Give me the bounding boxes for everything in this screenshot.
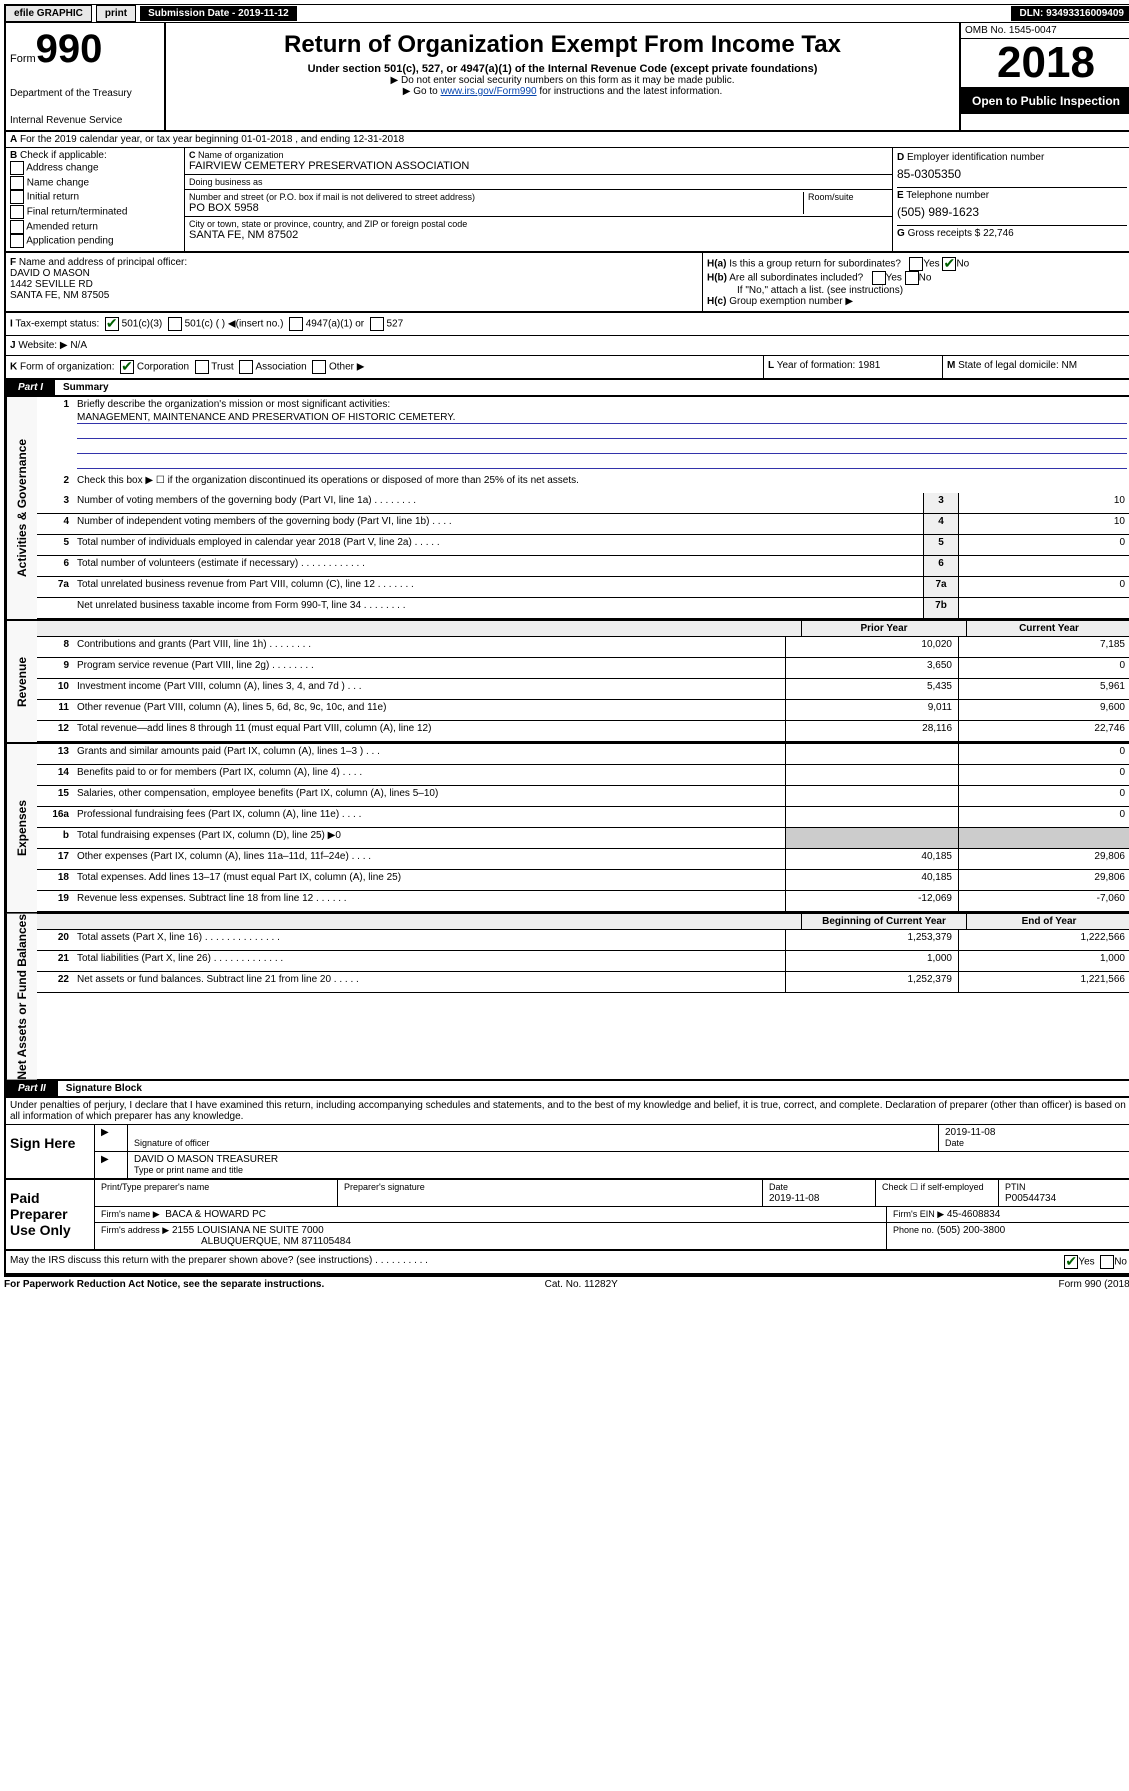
chk-final-return[interactable]: Final return/terminated: [10, 205, 180, 220]
tax-year: 2018: [961, 39, 1129, 88]
chk-name-change[interactable]: Name change: [10, 176, 180, 191]
print-button[interactable]: print: [96, 5, 136, 22]
discuss-yes-checkbox[interactable]: [1064, 1255, 1078, 1269]
form-subtitle: Under section 501(c), 527, or 4947(a)(1)…: [176, 63, 949, 75]
omb-number: OMB No. 1545-0047: [961, 23, 1129, 39]
line-a-tax-year: A For the 2019 calendar year, or tax yea…: [4, 132, 1129, 148]
website-row: J Website: ▶ N/A: [4, 336, 1129, 356]
summary-line: 14Benefits paid to or for members (Part …: [37, 765, 1129, 786]
ptin: P00544734: [1005, 1193, 1056, 1204]
summary-line: 7aTotal unrelated business revenue from …: [37, 577, 1129, 598]
city-state-zip: SANTA FE, NM 87502: [189, 229, 888, 241]
preparer-date: 2019-11-08: [769, 1193, 819, 1204]
form990-link[interactable]: www.irs.gov/Form990: [440, 86, 536, 97]
summary-line: Net unrelated business taxable income fr…: [37, 598, 1129, 619]
check-if-applicable: Check if applicable:: [20, 150, 107, 161]
dept-treasury: Department of the Treasury: [10, 88, 160, 99]
summary-line: 18Total expenses. Add lines 13–17 (must …: [37, 870, 1129, 891]
firm-ein: 45-4608834: [947, 1209, 1000, 1220]
firm-phone: (505) 200-3800: [937, 1225, 1005, 1236]
chk-initial-return[interactable]: Initial return: [10, 190, 180, 205]
summary-line: 6Total number of volunteers (estimate if…: [37, 556, 1129, 577]
telephone: (505) 989-1623: [897, 201, 1127, 223]
dln: DLN: 93493316009409: [1011, 6, 1129, 21]
side-net-assets: Net Assets or Fund Balances: [6, 914, 37, 1080]
col-boy: Beginning of Current Year: [801, 914, 966, 929]
officer-addr2: SANTA FE, NM 87505: [10, 290, 698, 301]
sign-date: 2019-11-08: [945, 1127, 995, 1138]
col-current-year: Current Year: [966, 621, 1129, 636]
f-h-row: F Name and address of principal officer:…: [4, 253, 1129, 313]
klm-row: K Form of organization: Corporation Trus…: [4, 356, 1129, 380]
firm-addr1: 2155 LOUISIANA NE SUITE 7000: [172, 1225, 324, 1236]
corp-checkbox[interactable]: [120, 360, 134, 374]
summary-line: 22Net assets or fund balances. Subtract …: [37, 972, 1129, 993]
firm-name: BACA & HOWARD PC: [165, 1209, 266, 1220]
summary-line: 9Program service revenue (Part VIII, lin…: [37, 658, 1129, 679]
summary-line: 21Total liabilities (Part X, line 26) . …: [37, 951, 1129, 972]
summary-line: 10Investment income (Part VIII, column (…: [37, 679, 1129, 700]
discuss-row: May the IRS discuss this return with the…: [4, 1251, 1129, 1275]
side-expenses: Expenses: [6, 744, 37, 912]
paid-preparer-block: Paid Preparer Use Only Print/Type prepar…: [4, 1180, 1129, 1251]
summary-line: bTotal fundraising expenses (Part IX, co…: [37, 828, 1129, 849]
side-activities-governance: Activities & Governance: [6, 397, 37, 619]
summary-line: 11Other revenue (Part VIII, column (A), …: [37, 700, 1129, 721]
submission-date: Submission Date - 2019-11-12: [140, 6, 297, 21]
ein: 85-0305350: [897, 163, 1127, 185]
chk-address-change[interactable]: Address change: [10, 161, 180, 176]
street-address: PO BOX 5958: [189, 202, 803, 214]
entity-block: B Check if applicable: Address change Na…: [4, 148, 1129, 253]
chk-application-pending[interactable]: Application pending: [10, 234, 180, 249]
summary-line: 3Number of voting members of the governi…: [37, 493, 1129, 514]
ssn-note: ▶ Do not enter social security numbers o…: [176, 75, 949, 86]
expenses-section: Expenses 13Grants and similar amounts pa…: [4, 744, 1129, 914]
efile-graphic-button[interactable]: efile GRAPHIC: [5, 5, 92, 22]
part-i-header: Part I Summary: [4, 380, 1129, 397]
col-prior-year: Prior Year: [801, 621, 966, 636]
form-number: 990: [36, 27, 103, 71]
501c3-checkbox[interactable]: [105, 317, 119, 331]
summary-line: 8Contributions and grants (Part VIII, li…: [37, 637, 1129, 658]
side-revenue: Revenue: [6, 621, 37, 742]
activities-governance: Activities & Governance 1 Briefly descri…: [4, 397, 1129, 621]
net-assets-section: Net Assets or Fund Balances Beginning of…: [4, 914, 1129, 1082]
year-formation: 1981: [858, 360, 880, 371]
top-bar: efile GRAPHIC print Submission Date - 20…: [4, 4, 1129, 23]
org-name: FAIRVIEW CEMETERY PRESERVATION ASSOCIATI…: [189, 160, 888, 172]
goto-note: ▶ Go to www.irs.gov/Form990 for instruct…: [176, 86, 949, 97]
officer-name: DAVID O MASON: [10, 268, 698, 279]
gross-receipts: 22,746: [983, 228, 1014, 239]
open-to-public: Open to Public Inspection: [961, 88, 1129, 114]
summary-line: 15Salaries, other compensation, employee…: [37, 786, 1129, 807]
state-domicile: NM: [1062, 360, 1078, 371]
tax-exempt-row: I Tax-exempt status: 501(c)(3) 501(c) ( …: [4, 313, 1129, 336]
summary-line: 12Total revenue—add lines 8 through 11 (…: [37, 721, 1129, 742]
firm-addr2: ALBUQUERQUE, NM 871105484: [101, 1236, 351, 1247]
revenue-section: Revenue Prior Year Current Year 8Contrib…: [4, 621, 1129, 744]
summary-line: 5Total number of individuals employed in…: [37, 535, 1129, 556]
website: N/A: [70, 340, 87, 351]
sign-here-block: Sign Here ▶ Signature of officer 2019-11…: [4, 1125, 1129, 1180]
summary-line: 4Number of independent voting members of…: [37, 514, 1129, 535]
summary-line: 16aProfessional fundraising fees (Part I…: [37, 807, 1129, 828]
officer-name-title: DAVID O MASON TREASURER: [134, 1154, 278, 1165]
form-word: Form: [10, 53, 36, 65]
summary-line: 20Total assets (Part X, line 16) . . . .…: [37, 930, 1129, 951]
summary-line: 13Grants and similar amounts paid (Part …: [37, 744, 1129, 765]
ha-no-checkbox[interactable]: [942, 257, 956, 271]
part-ii-header: Part II Signature Block: [4, 1081, 1129, 1098]
irs-label: Internal Revenue Service: [10, 115, 160, 126]
col-eoy: End of Year: [966, 914, 1129, 929]
page-footer: For Paperwork Reduction Act Notice, see …: [4, 1275, 1129, 1292]
summary-line: 17Other expenses (Part IX, column (A), l…: [37, 849, 1129, 870]
officer-addr1: 1442 SEVILLE RD: [10, 279, 698, 290]
summary-line: 19Revenue less expenses. Subtract line 1…: [37, 891, 1129, 912]
chk-amended-return[interactable]: Amended return: [10, 220, 180, 235]
perjury-statement: Under penalties of perjury, I declare th…: [4, 1098, 1129, 1125]
form-header: Form990 Department of the Treasury Inter…: [4, 23, 1129, 132]
mission-text: MANAGEMENT, MAINTENANCE AND PRESERVATION…: [77, 412, 1127, 424]
form-title: Return of Organization Exempt From Incom…: [176, 31, 949, 59]
